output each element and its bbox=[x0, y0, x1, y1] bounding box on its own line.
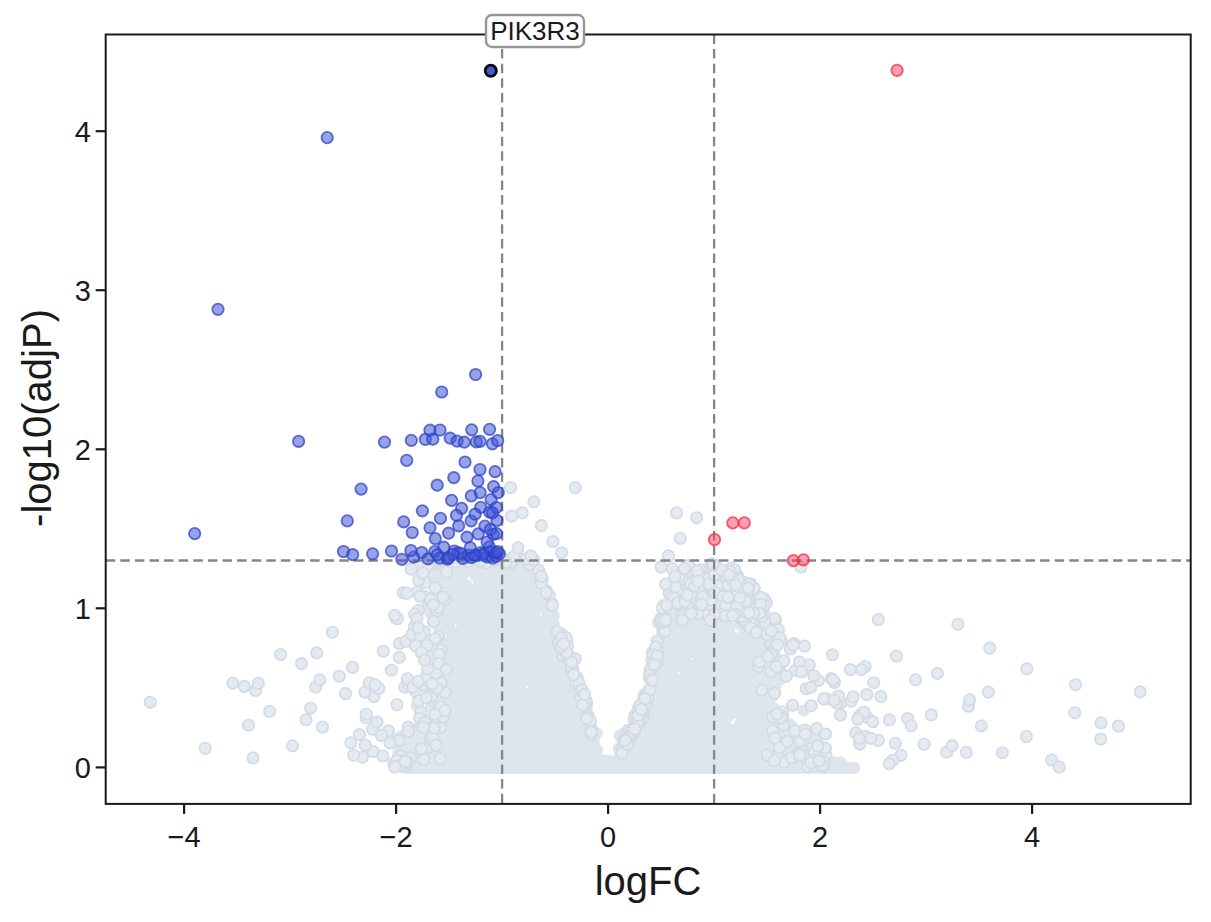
svg-text:4: 4 bbox=[1024, 821, 1040, 853]
svg-text:3: 3 bbox=[75, 275, 91, 307]
svg-text:0: 0 bbox=[600, 821, 616, 853]
svg-text:2: 2 bbox=[812, 821, 828, 853]
svg-text:4: 4 bbox=[75, 116, 91, 148]
svg-text:1: 1 bbox=[75, 593, 91, 625]
svg-text:−2: −2 bbox=[380, 821, 413, 853]
svg-text:0: 0 bbox=[75, 752, 91, 784]
svg-text:-log10(adjP): -log10(adjP) bbox=[15, 309, 59, 527]
svg-text:PIK3R3: PIK3R3 bbox=[490, 16, 580, 46]
svg-text:−4: −4 bbox=[168, 821, 201, 853]
svg-text:2: 2 bbox=[75, 434, 91, 466]
svg-text:logFC: logFC bbox=[595, 859, 702, 903]
